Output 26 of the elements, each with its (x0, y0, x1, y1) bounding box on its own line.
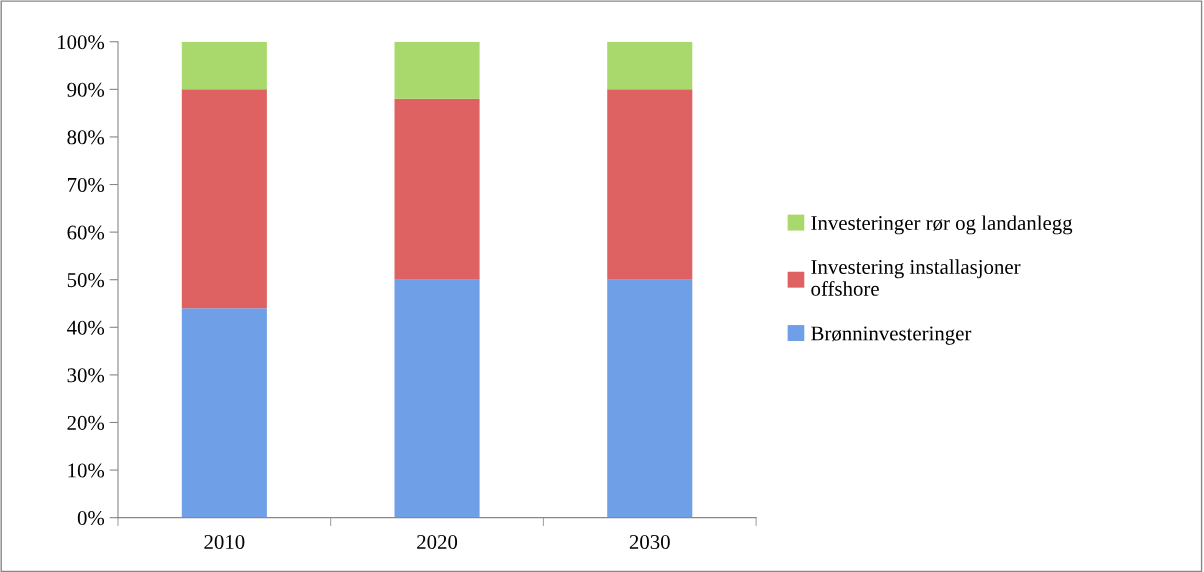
bar (394, 98, 480, 280)
y-tick-label: 10% (68, 463, 105, 478)
legend-label: Investering installasjoner offshore (811, 259, 1021, 296)
y-tick-label: 90% (67, 82, 105, 97)
bar (394, 279, 480, 518)
y-tick-label: 0% (77, 511, 105, 526)
y-tick-label: 80% (67, 130, 105, 145)
bar (181, 308, 267, 518)
y-tick-label: 60% (67, 225, 105, 240)
legend-label: Brønninvesteringer (811, 326, 972, 345)
bar (181, 41, 267, 90)
bar (607, 89, 693, 280)
legend-label: Investeringer rør og landanlegg (811, 215, 1073, 235)
y-tick-label: 30% (67, 368, 105, 383)
bar (181, 89, 267, 309)
bar (607, 41, 693, 90)
bar (394, 41, 480, 99)
y-tick-label: 50% (67, 273, 105, 288)
x-tick-label: 2010 (204, 534, 245, 549)
y-tick-label: 40% (67, 320, 105, 335)
y-tick-label: 100% (58, 35, 105, 50)
bar (607, 279, 693, 518)
y-tick-label: 20% (67, 415, 105, 430)
y-tick-label: 70% (67, 177, 105, 193)
x-tick-label: 2020 (417, 534, 458, 549)
x-tick-label: 2030 (629, 534, 670, 549)
